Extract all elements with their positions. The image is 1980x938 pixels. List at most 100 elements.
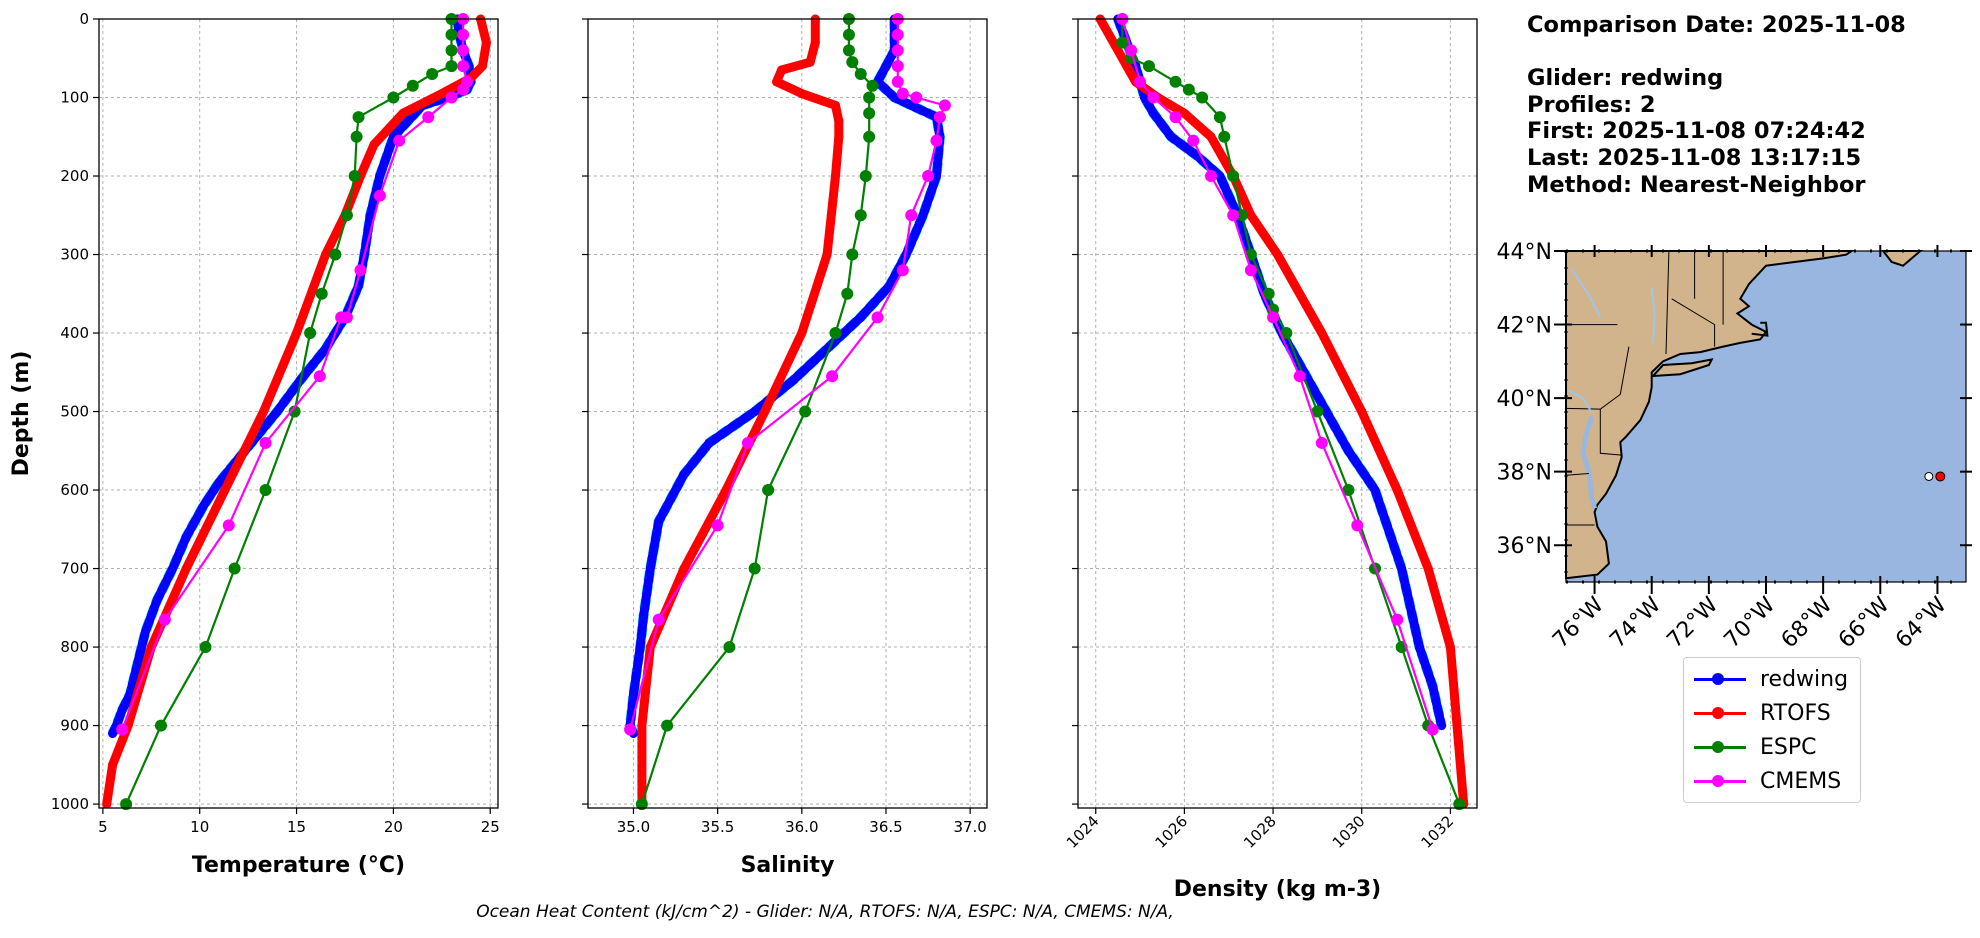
data-point-redwing [1166,132,1176,142]
data-point-redwing [645,564,655,574]
last-time: Last: 2025-11-08 13:17:15 [1527,144,1862,171]
data-point-RTOFS [1445,642,1455,652]
data-point-CMEMS [891,44,904,57]
data-point-RTOFS [830,100,840,110]
data-point-ESPC [748,562,761,575]
data-point-ESPC [863,91,876,104]
data-point-redwing [272,407,282,417]
data-point-ESPC [120,798,133,811]
y-tick-label: 400 [60,324,89,342]
y-tick-label: 1000 [51,795,89,813]
data-point-redwing [365,210,375,220]
map-y-tick-label: 38°N [1497,461,1552,486]
series-line-RTOFS [1095,14,1469,809]
data-point-RTOFS [321,250,331,260]
data-point-CMEMS [1426,723,1439,736]
data-point-RTOFS [772,77,782,87]
data-point-ESPC [846,56,859,69]
data-point-redwing [628,689,638,699]
data-point-RTOFS [292,328,302,338]
data-point-ESPC [842,44,855,57]
ocean-heat-content-caption: Ocean Heat Content (kJ/cm^2) - Glider: N… [476,902,1174,922]
data-point-RTOFS [1179,108,1189,118]
data-point-redwing [181,532,191,542]
y-tick-label: 100 [60,89,89,107]
data-point-redwing [1343,446,1353,456]
data-point-RTOFS [760,407,770,417]
data-point-ESPC [723,641,736,654]
x-tick-label: 1028 [1240,812,1280,852]
x-tick-label: 35.5 [701,818,734,836]
map-y-tick-label: 40°N [1497,387,1552,412]
data-point-CMEMS [457,44,470,57]
data-point-CMEMS [905,209,918,222]
data-point-CMEMS [1267,311,1280,324]
data-point-redwing [1321,407,1331,417]
map-x-tick-label: 68°W [1777,592,1838,653]
data-point-CMEMS [652,613,665,626]
data-point-CMEMS [1351,519,1364,532]
data-point-redwing [1437,721,1447,731]
data-point-CMEMS [313,370,326,383]
state-boundary [1671,298,1716,347]
data-point-CMEMS [457,83,470,96]
data-point-ESPC [304,327,317,340]
legend-item-espc: ESPC [1684,730,1860,764]
x-tick-label: 36.0 [785,818,818,836]
data-point-RTOFS [1122,61,1132,71]
data-point-RTOFS [398,108,408,118]
legend-label: CMEMS [1760,768,1842,794]
series-line-CMEMS [121,19,469,730]
data-point-ESPC [1236,209,1249,222]
data-point-RTOFS [834,132,844,142]
axes-frame [587,18,988,809]
data-point-redwing [750,407,760,417]
data-point-CMEMS [457,28,470,41]
data-point-CMEMS [354,264,367,277]
river [1650,287,1656,343]
data-point-ESPC [1342,484,1355,497]
state-boundary [1565,346,1630,410]
legend-item-redwing: redwing [1684,662,1860,696]
data-point-ESPC [762,484,775,497]
map-x-tick-label: 74°W [1605,592,1666,653]
state-boundary [1599,409,1622,456]
data-point-ESPC [340,209,353,222]
data-point-ESPC [661,719,674,732]
data-point-CMEMS [116,723,129,736]
data-point-RTOFS [478,61,488,71]
location-map: 44°N 42°N 40°N 38°N 36°N 76°W74°W72°W70°W68°W… [1497,240,1972,653]
data-point-ESPC [1280,327,1293,340]
y-tick-label: 500 [60,403,89,421]
data-point-redwing [639,611,649,621]
data-point-RTOFS [637,721,647,731]
data-point-RTOFS [797,89,807,99]
series-line-CMEMS [629,19,947,730]
data-point-RTOFS [1317,328,1327,338]
data-point-CMEMS [896,87,909,100]
data-point-redwing [889,93,899,103]
map-y-tick-label: 36°N [1497,534,1552,559]
info-spacer [1527,39,1906,66]
data-point-ESPC [315,287,328,300]
data-point-ESPC [635,798,648,811]
map-y-tick-label: 42°N [1497,314,1552,339]
x-tick-label: 1032 [1417,812,1457,852]
data-point-redwing [679,469,689,479]
x-axis-label: Temperature (°C) [192,853,405,878]
axes-frame [1077,18,1478,809]
map-x-tick-label: 66°W [1834,592,1895,653]
data-point-CMEMS [891,28,904,41]
data-point-RTOFS [220,485,230,495]
data-point-CMEMS [711,519,724,532]
data-point-ESPC [1116,36,1129,49]
y-tick-label: 700 [60,560,89,578]
data-point-CMEMS [930,134,943,147]
data-point-CMEMS [1125,44,1138,57]
land-area [1565,250,1856,580]
profile-count: Profiles: 2 [1527,91,1656,118]
data-point-ESPC [863,130,876,143]
cape-cod [1751,321,1769,337]
data-point-RTOFS [1392,485,1402,495]
data-point-ESPC [863,107,876,120]
